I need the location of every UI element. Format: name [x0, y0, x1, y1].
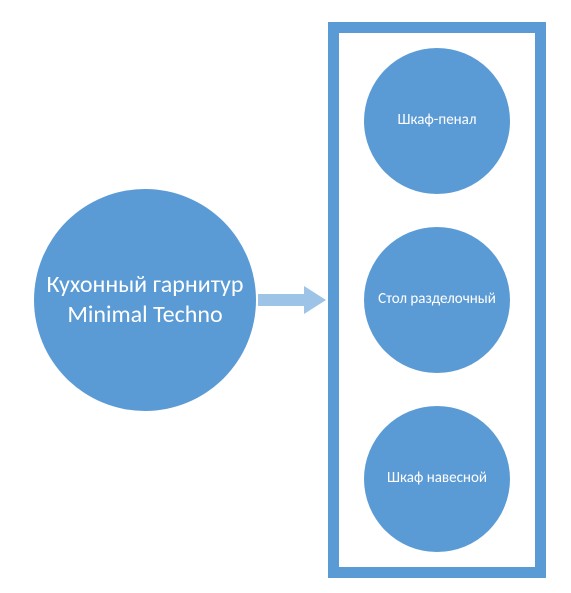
diagram-stage: Кухонный гарнитур Minimal Techno Шкаф-пе… [0, 0, 571, 593]
arrow-icon [258, 286, 326, 314]
child-node-label: Шкаф навесной [387, 470, 487, 487]
child-node-label: Стол разделочный [378, 291, 496, 308]
child-node: Стол разделочный [364, 227, 510, 373]
main-node: Кухонный гарнитур Minimal Techno [34, 189, 256, 411]
child-node-label: Шкаф-пенал [397, 112, 476, 129]
child-node: Шкаф-пенал [364, 48, 510, 194]
main-node-label: Кухонный гарнитур Minimal Techno [44, 270, 246, 330]
child-node: Шкаф навесной [364, 406, 510, 552]
